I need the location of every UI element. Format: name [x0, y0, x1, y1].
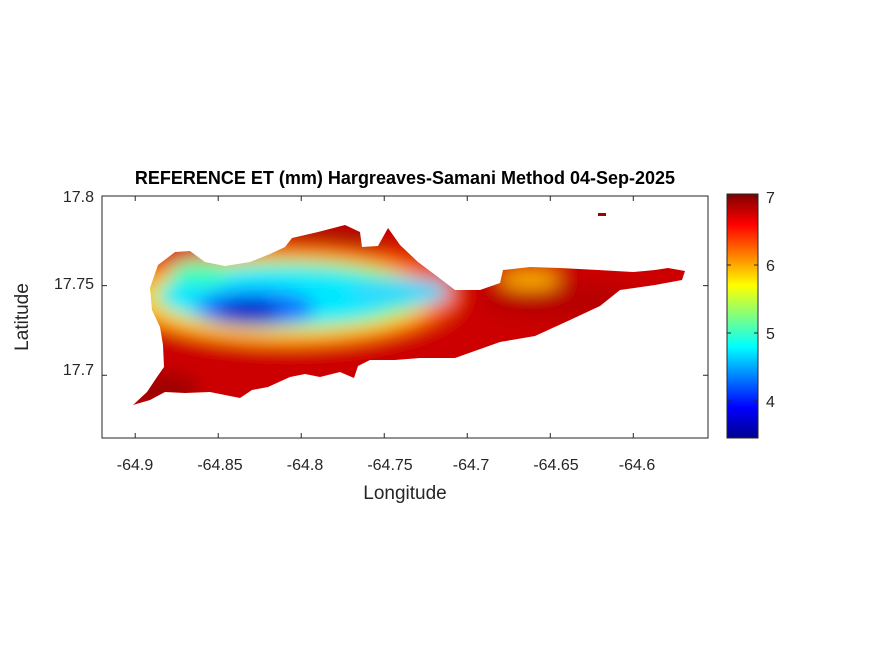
- x-axis-label: Longitude: [363, 483, 446, 504]
- x-tick-label: -64.7: [453, 457, 490, 474]
- colorbar-tick-label: 7: [766, 190, 775, 207]
- y-tick-label: 17.7: [63, 362, 94, 379]
- y-tick-label: 17.8: [63, 189, 94, 206]
- x-tick-label: -64.65: [533, 457, 578, 474]
- colorbar-tick-label: 4: [766, 394, 775, 411]
- y-tick-marks: [102, 195, 708, 376]
- chart-title: REFERENCE ET (mm) Hargreaves-Samani Meth…: [135, 168, 675, 188]
- colorbar-tick-label: 5: [766, 326, 775, 343]
- y-axis-label: Latitude: [12, 283, 33, 351]
- colorbar: [726, 193, 759, 439]
- x-tick-label: -64.85: [197, 457, 242, 474]
- islet-mark: [598, 213, 606, 216]
- colorbar-tick-marks: [727, 196, 758, 402]
- x-tick-label: -64.8: [287, 457, 324, 474]
- colorbar-tick-label: 6: [766, 258, 775, 275]
- x-tick-label: -64.9: [117, 457, 154, 474]
- x-tick-label: -64.6: [619, 457, 656, 474]
- x-tick-marks: [134, 196, 634, 438]
- x-tick-label: -64.75: [367, 457, 412, 474]
- y-tick-label: 17.75: [54, 276, 94, 293]
